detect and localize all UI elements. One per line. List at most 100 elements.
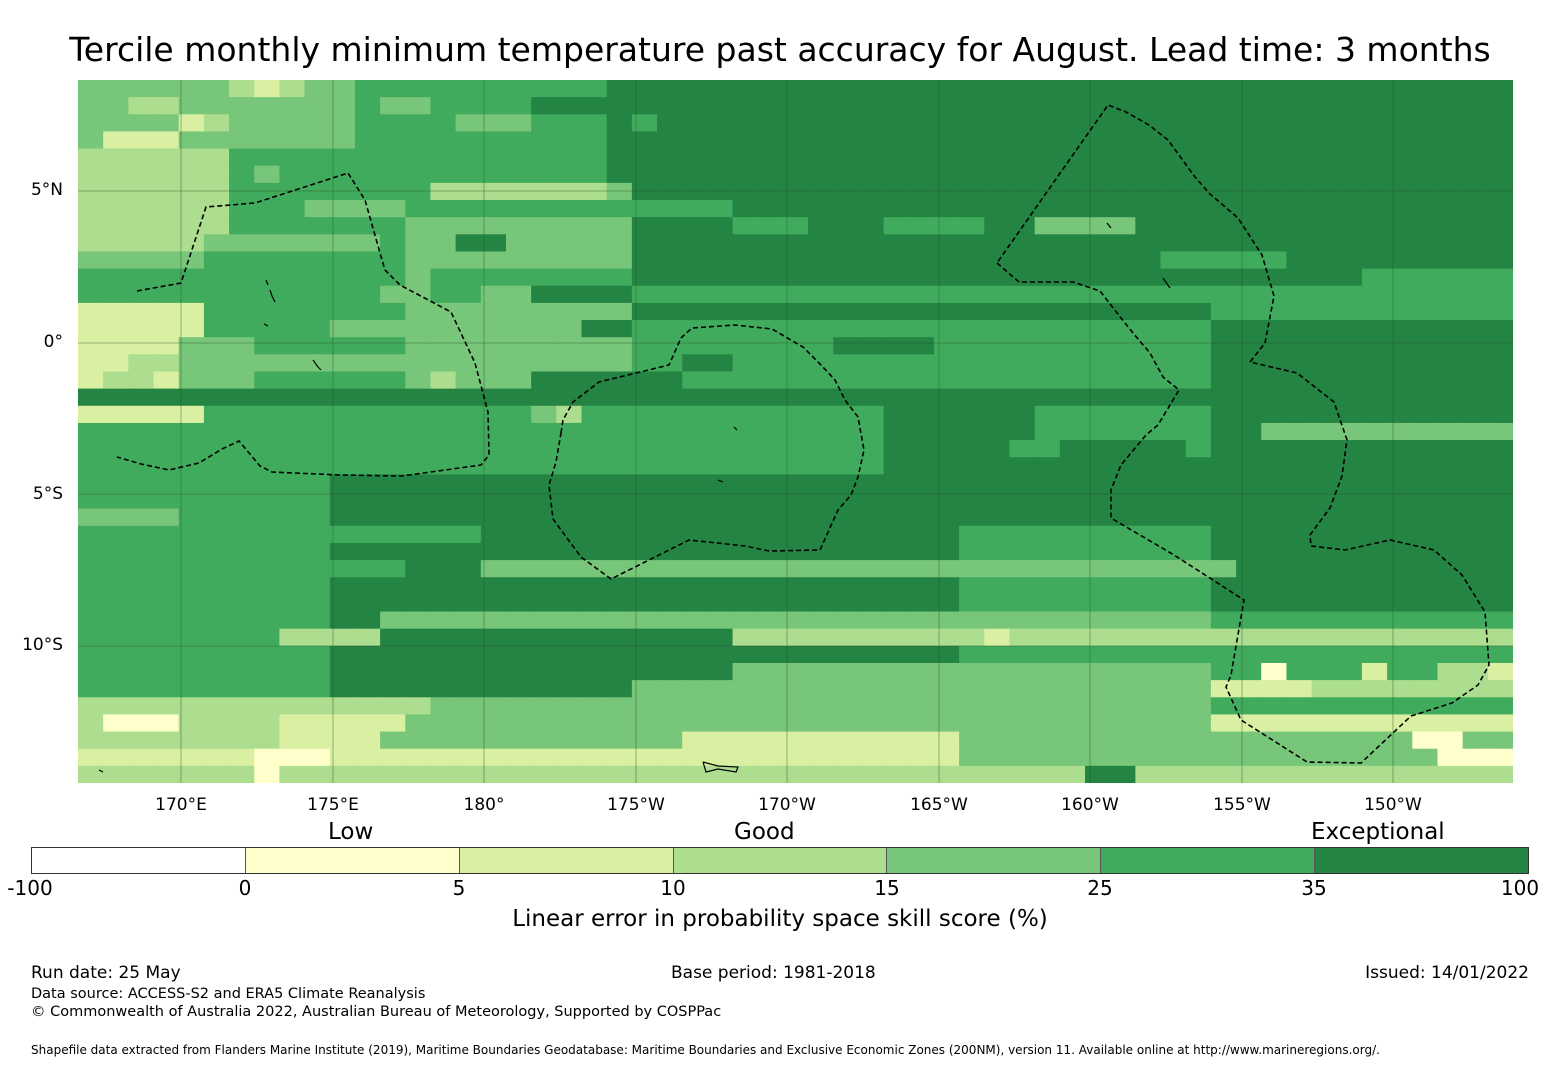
skill-cell bbox=[833, 542, 860, 561]
skill-cell bbox=[1361, 457, 1388, 475]
skill-cell bbox=[631, 97, 658, 115]
skill-cell bbox=[329, 148, 356, 167]
skill-cell bbox=[657, 474, 683, 493]
skill-cell bbox=[480, 594, 507, 613]
lon-label-160w: 160°W bbox=[1061, 795, 1119, 815]
skill-cell bbox=[556, 697, 583, 716]
skill-cell bbox=[1085, 217, 1111, 235]
skill-cell bbox=[178, 645, 205, 664]
skill-cell bbox=[1034, 200, 1061, 218]
skill-cell bbox=[959, 594, 985, 613]
skill-cell bbox=[1487, 268, 1513, 287]
skill-cell bbox=[354, 354, 381, 373]
skill-cell bbox=[984, 251, 1011, 270]
skill-cell bbox=[1009, 405, 1036, 424]
skill-cell bbox=[304, 560, 331, 578]
skill-cell bbox=[1462, 131, 1489, 150]
skill-cell bbox=[883, 440, 910, 458]
skill-cell bbox=[908, 508, 935, 527]
skill-cell bbox=[682, 285, 708, 304]
skill-cell bbox=[531, 422, 557, 441]
skill-cell bbox=[1412, 268, 1439, 287]
skill-cell bbox=[229, 628, 255, 647]
skill-cell bbox=[606, 697, 633, 716]
skill-cell bbox=[229, 440, 255, 458]
skill-cell bbox=[1311, 320, 1338, 338]
skill-cell bbox=[304, 731, 331, 750]
skill-cell bbox=[1261, 731, 1288, 750]
skill-cell bbox=[858, 560, 885, 578]
skill-cell bbox=[556, 148, 583, 167]
skill-cell bbox=[682, 542, 708, 561]
skill-cell bbox=[153, 765, 180, 783]
skill-cell bbox=[1336, 371, 1363, 390]
skill-cell bbox=[1311, 765, 1338, 783]
skill-cell bbox=[1387, 714, 1413, 733]
skill-cell bbox=[757, 645, 784, 664]
skill-cell bbox=[707, 662, 734, 681]
skill-cell bbox=[1487, 285, 1513, 304]
skill-cell bbox=[354, 594, 381, 613]
skill-cell bbox=[1361, 251, 1388, 270]
skill-cell bbox=[732, 525, 759, 544]
skill-cell bbox=[1437, 97, 1464, 115]
skill-cell bbox=[329, 731, 356, 750]
skill-cell bbox=[908, 697, 935, 716]
skill-cell bbox=[153, 354, 180, 373]
skill-cell bbox=[657, 320, 683, 338]
skill-cell bbox=[1437, 371, 1464, 390]
skill-cell bbox=[430, 251, 457, 270]
skill-cell bbox=[279, 611, 306, 630]
skill-cell bbox=[1336, 440, 1363, 458]
skill-cell bbox=[1135, 560, 1162, 578]
skill-cell bbox=[354, 577, 381, 595]
skill-cell bbox=[505, 251, 532, 270]
skill-cell bbox=[78, 302, 104, 321]
skill-cell bbox=[1261, 131, 1288, 150]
skill-cell bbox=[178, 422, 205, 441]
skill-cell bbox=[430, 577, 457, 595]
skill-cell bbox=[959, 182, 985, 201]
skill-cell bbox=[455, 680, 482, 698]
skill-cell bbox=[1185, 114, 1212, 133]
skill-cell bbox=[1437, 148, 1464, 167]
skill-cell bbox=[1009, 165, 1036, 184]
skill-cell bbox=[631, 234, 658, 253]
skill-cell bbox=[883, 474, 910, 493]
skill-cell bbox=[908, 251, 935, 270]
skill-cell bbox=[153, 388, 180, 407]
skill-cell bbox=[455, 542, 482, 561]
skill-cell bbox=[883, 285, 910, 304]
skill-cell bbox=[354, 234, 381, 253]
skill-cell bbox=[1236, 268, 1262, 287]
skill-cell bbox=[1185, 765, 1212, 783]
skill-cell bbox=[1185, 508, 1212, 527]
skill-cell bbox=[782, 731, 809, 750]
skill-cell bbox=[1286, 560, 1313, 578]
skill-cell bbox=[984, 731, 1011, 750]
lat-label-10s: 10°S bbox=[22, 635, 63, 655]
skill-cell bbox=[1185, 97, 1212, 115]
skill-cell bbox=[732, 354, 759, 373]
skill-cell bbox=[1160, 628, 1187, 647]
skill-cell bbox=[1110, 765, 1136, 783]
skill-cell bbox=[908, 611, 935, 630]
skill-cell bbox=[505, 525, 532, 544]
skill-cell bbox=[1487, 217, 1513, 235]
skill-cell bbox=[682, 491, 708, 510]
skill-cell bbox=[908, 302, 935, 321]
skill-cell bbox=[732, 200, 759, 218]
skill-cell bbox=[581, 542, 608, 561]
skill-cell bbox=[279, 337, 306, 355]
skill-cell bbox=[556, 714, 583, 733]
skill-cell bbox=[1336, 234, 1363, 253]
skill-cell bbox=[78, 731, 104, 750]
skill-cell bbox=[1009, 748, 1036, 767]
skill-cell bbox=[1487, 405, 1513, 424]
skill-cell bbox=[808, 765, 834, 783]
skill-cell bbox=[178, 491, 205, 510]
skill-cell bbox=[229, 302, 255, 321]
skill-cell bbox=[1286, 337, 1313, 355]
skill-cell bbox=[1437, 422, 1464, 441]
skill-cell bbox=[1387, 508, 1413, 527]
